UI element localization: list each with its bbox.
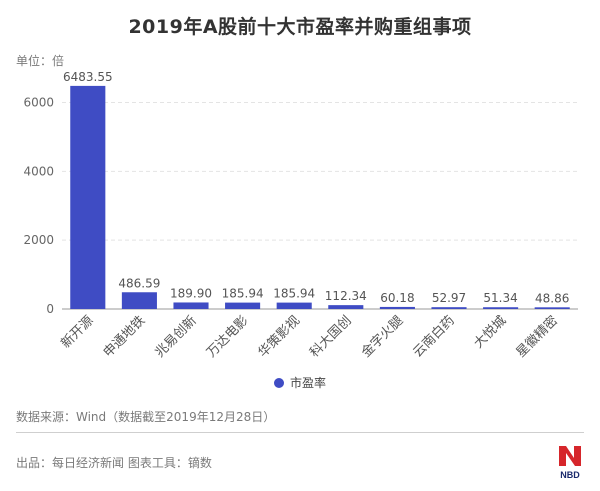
bar-兆易创新: [173, 302, 209, 309]
legend-label: 市盈率: [289, 376, 326, 390]
unit-label: 单位：倍: [16, 54, 65, 68]
data-label: 6483.55: [63, 70, 113, 84]
data-label: 189.90: [170, 286, 212, 300]
bar-科大国创: [328, 305, 364, 309]
data-label: 185.94: [222, 287, 264, 301]
bar-星徽精密: [534, 307, 570, 309]
x-tick-label: 新开源: [58, 313, 97, 352]
x-tick-label: 科大国创: [307, 313, 354, 360]
legend: 市盈率: [0, 374, 600, 391]
bar-大悦城: [483, 307, 519, 309]
data-label: 486.59: [118, 276, 160, 290]
data-label: 112.34: [325, 289, 367, 303]
y-tick-label: 2000: [23, 233, 54, 247]
y-tick-label: 4000: [23, 164, 54, 178]
nbd-logo: [559, 446, 581, 466]
x-tick-label: 星徽精密: [513, 313, 561, 361]
credits: 出品：每日经济新闻 图表工具：镝数: [16, 456, 212, 470]
bar-万达电影: [225, 302, 261, 309]
legend-marker: [273, 378, 284, 388]
y-tick-label: 0: [46, 302, 54, 316]
data-label: 48.86: [535, 291, 569, 305]
bar-申通地铁: [121, 292, 157, 309]
x-tick-label: 金字火腿: [358, 313, 406, 361]
footer-divider: [16, 432, 584, 433]
data-label: 60.18: [380, 291, 414, 305]
x-tick-label: 兆易创新: [152, 313, 200, 361]
chart-title: 2019年A股前十大市盈率并购重组事项: [128, 16, 472, 38]
x-tick-label: 万达电影: [204, 313, 251, 360]
data-label: 51.34: [483, 291, 517, 305]
y-tick-label: 6000: [23, 96, 54, 110]
bar-新开源: [70, 85, 106, 309]
data-label: 185.94: [273, 287, 315, 301]
bar-华策影视: [276, 302, 312, 309]
x-tick-label: 大悦城: [471, 313, 509, 351]
logo-text: NBD: [560, 470, 580, 480]
bar-云南白药: [431, 307, 467, 309]
x-tick-label: 云南白药: [410, 313, 458, 361]
x-tick-label: 申通地铁: [101, 313, 148, 360]
data-label: 52.97: [432, 291, 466, 305]
bar-金字火腿: [379, 306, 415, 309]
bar-chart: 0 2000 4000 6000 6483.55 486.59 189.90 185.94 1…: [23, 70, 578, 361]
data-source: 数据来源：Wind（数据截至2019年12月28日）: [16, 410, 276, 424]
x-tick-label: 华策影视: [255, 313, 303, 361]
